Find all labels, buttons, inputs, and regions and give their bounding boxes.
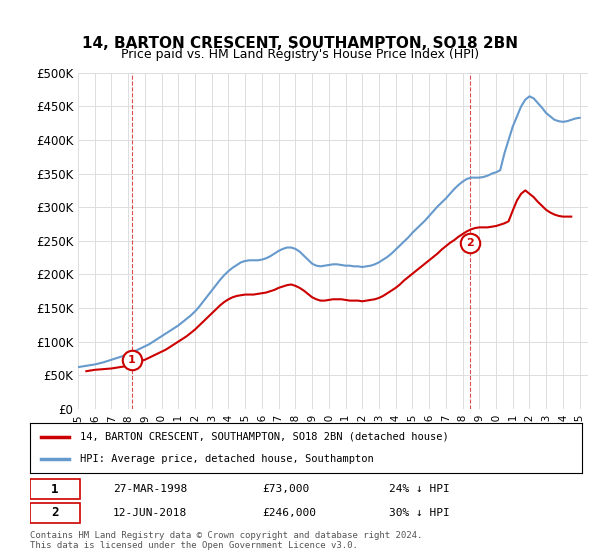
Text: 2: 2	[466, 239, 474, 249]
Text: 24% ↓ HPI: 24% ↓ HPI	[389, 484, 449, 494]
Text: 2: 2	[51, 506, 59, 519]
Text: £246,000: £246,000	[262, 508, 316, 518]
Text: Contains HM Land Registry data © Crown copyright and database right 2024.
This d: Contains HM Land Registry data © Crown c…	[30, 531, 422, 550]
FancyBboxPatch shape	[30, 503, 80, 523]
Text: 27-MAR-1998: 27-MAR-1998	[113, 484, 187, 494]
Text: 1: 1	[51, 483, 59, 496]
FancyBboxPatch shape	[30, 479, 80, 499]
Text: £73,000: £73,000	[262, 484, 309, 494]
Text: 14, BARTON CRESCENT, SOUTHAMPTON, SO18 2BN (detached house): 14, BARTON CRESCENT, SOUTHAMPTON, SO18 2…	[80, 432, 448, 442]
Text: 1: 1	[128, 354, 136, 365]
Text: 14, BARTON CRESCENT, SOUTHAMPTON, SO18 2BN: 14, BARTON CRESCENT, SOUTHAMPTON, SO18 2…	[82, 36, 518, 52]
Text: 30% ↓ HPI: 30% ↓ HPI	[389, 508, 449, 518]
Text: 12-JUN-2018: 12-JUN-2018	[113, 508, 187, 518]
Text: HPI: Average price, detached house, Southampton: HPI: Average price, detached house, Sout…	[80, 454, 373, 464]
Text: Price paid vs. HM Land Registry's House Price Index (HPI): Price paid vs. HM Land Registry's House …	[121, 48, 479, 60]
